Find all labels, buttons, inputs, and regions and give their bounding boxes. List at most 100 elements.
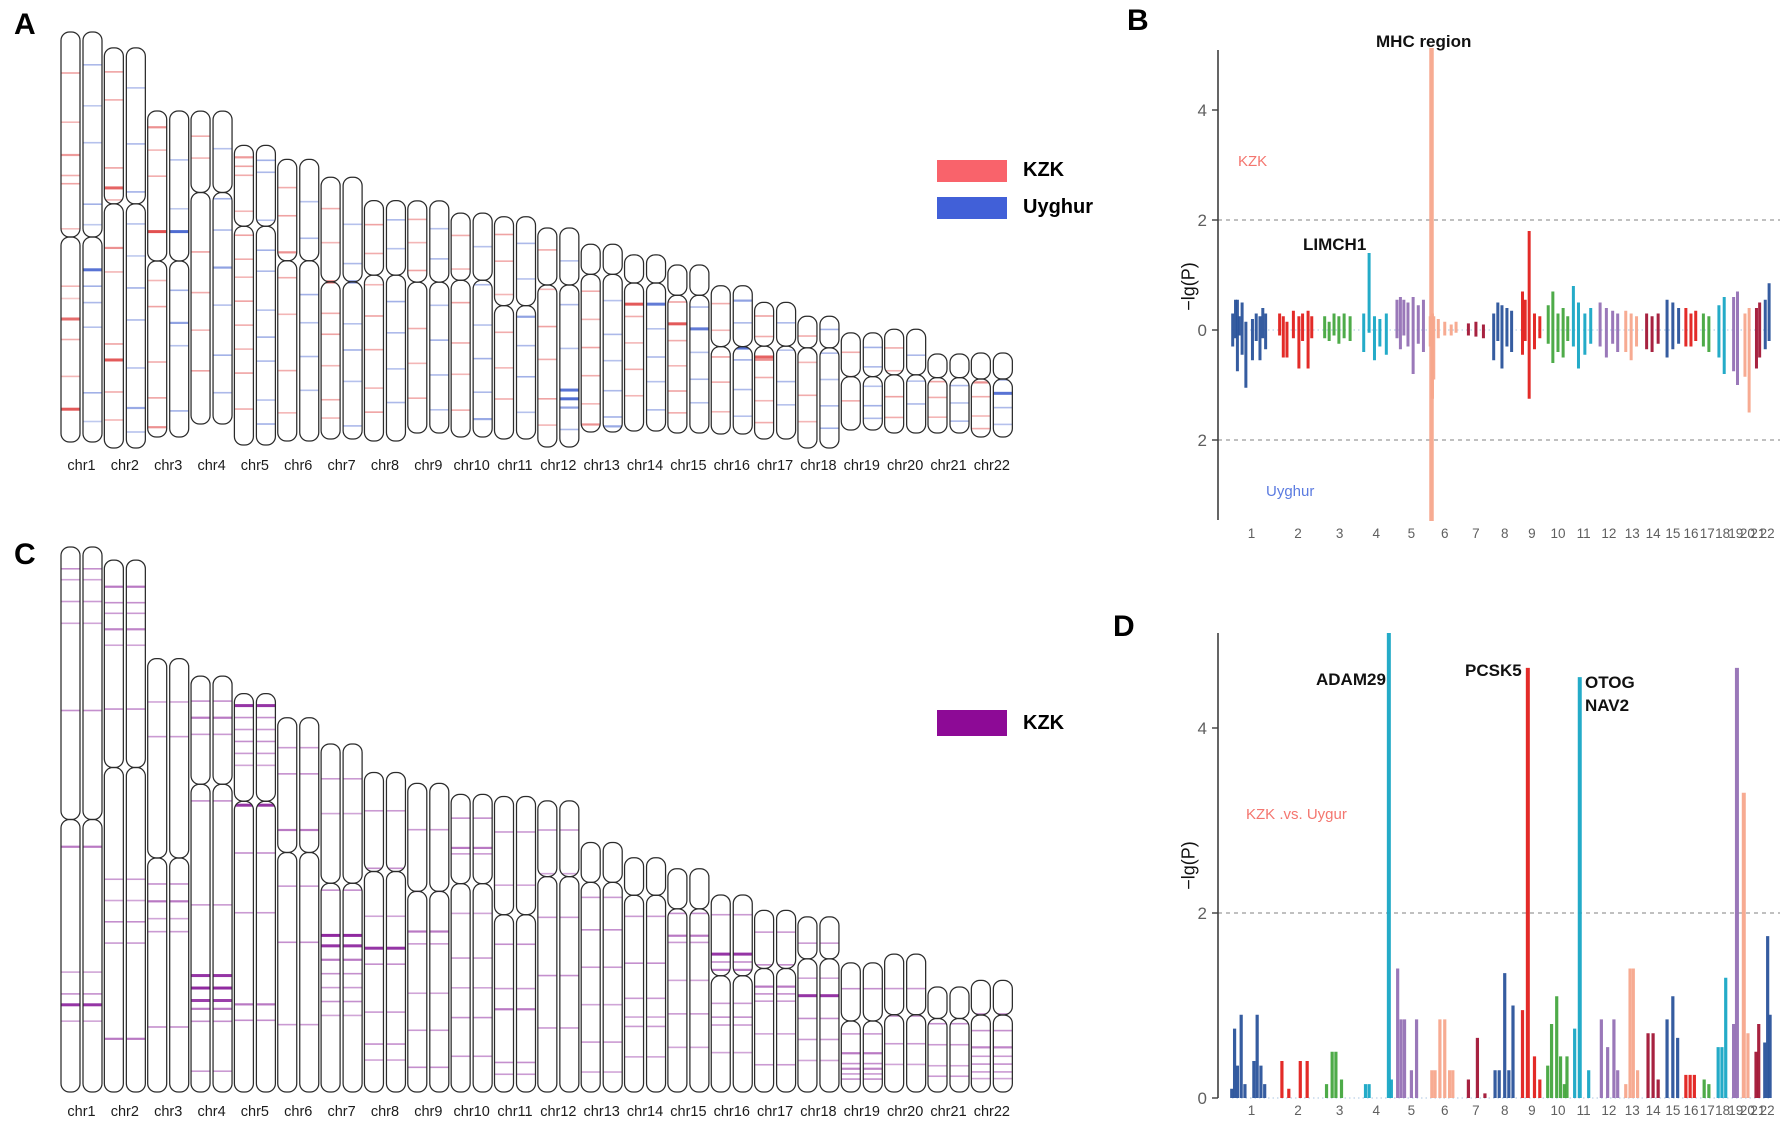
kzk-band	[863, 1062, 883, 1065]
kzk-band	[950, 1075, 969, 1078]
kzk-band	[147, 735, 167, 738]
kzk-band	[451, 373, 471, 376]
uyghur-band	[169, 230, 189, 234]
manhattan-bar	[1598, 302, 1602, 347]
kzk-band	[451, 987, 471, 989]
kzk-band	[299, 941, 319, 944]
p-arm-outline	[407, 782, 428, 893]
manhattan-bar	[1747, 308, 1751, 413]
kzk-band	[61, 622, 80, 625]
q-arm-outline	[906, 1014, 927, 1093]
manhattan-bar	[1589, 308, 1593, 344]
manhattan-bar	[1278, 313, 1282, 336]
kzk-band	[61, 375, 80, 378]
kzk-band	[429, 992, 449, 995]
chromosome-chr21	[927, 353, 970, 434]
kzk-band	[234, 728, 254, 731]
manhattan-bar	[1722, 297, 1726, 374]
uyghur-band	[213, 391, 233, 394]
p-arm-outline	[710, 285, 731, 348]
kzk-band	[343, 958, 363, 961]
q-arm-outline	[537, 284, 558, 448]
manhattan-bar	[1724, 977, 1728, 1098]
manhattan-bar	[1497, 1070, 1501, 1098]
kzk-band	[863, 1073, 883, 1075]
d-x-tick-label: 6	[1441, 1103, 1449, 1118]
kzk-band	[559, 1027, 579, 1029]
chromosome-chr3	[147, 110, 190, 438]
kzk-band	[754, 1033, 774, 1035]
p-arm-outline	[753, 301, 775, 347]
q-arm-outline	[169, 260, 190, 438]
uyghur-band	[386, 332, 406, 334]
manhattan-bar	[1702, 1079, 1706, 1098]
manhattan-bar	[1232, 1028, 1237, 1098]
p-arm-outline	[429, 782, 450, 893]
b-bars-chr18	[1717, 297, 1726, 374]
kzk-band	[776, 1033, 796, 1035]
band-group	[537, 829, 557, 1029]
kzk-band	[429, 943, 449, 945]
manhattan-bar	[1611, 310, 1615, 344]
uyghur-band	[213, 304, 233, 306]
uyghur-band	[83, 223, 102, 226]
kzk-band	[321, 972, 341, 975]
kzk-band	[321, 241, 341, 244]
kzk-band	[234, 174, 254, 177]
band-group	[126, 585, 146, 1040]
kzk-band	[624, 342, 644, 344]
uyghur-band	[256, 159, 276, 162]
q-arm-outline	[190, 783, 211, 1093]
band-group	[429, 227, 449, 411]
manhattan-bar	[1310, 316, 1314, 339]
kzk-band	[819, 1017, 839, 1020]
chromosome-chr13	[580, 841, 623, 1093]
manhattan-bar	[1701, 313, 1705, 347]
uyghur-band	[256, 249, 276, 252]
d-bars-chr2	[1280, 1061, 1309, 1098]
q-arm-outline	[407, 281, 428, 434]
kzk-band	[451, 268, 471, 270]
kzk-band	[841, 351, 861, 354]
manhattan-bar	[1562, 1084, 1567, 1098]
kzk-band	[386, 1043, 406, 1045]
manhattan-bar	[1538, 316, 1542, 339]
uyghur-band	[689, 327, 709, 331]
kzk-band	[581, 318, 601, 321]
p-arm-outline	[970, 352, 991, 380]
b-bars-chr8	[1492, 302, 1514, 369]
kzk-band	[971, 427, 991, 430]
band-group	[603, 896, 623, 1073]
kzk-band	[126, 585, 146, 588]
manhattan-bar	[1396, 968, 1400, 1098]
manhattan-bar	[1298, 1061, 1302, 1098]
d-x-tick-label: 13	[1625, 1103, 1640, 1118]
kzk-band	[494, 398, 514, 400]
kzk-band	[754, 985, 774, 988]
kzk-band	[537, 974, 557, 977]
band-group	[126, 87, 146, 433]
kzk-band	[689, 941, 709, 944]
p-arm-outline	[862, 332, 883, 378]
kzk-band	[126, 899, 146, 902]
kzk-band	[776, 964, 796, 966]
kzk-band	[624, 915, 644, 918]
kzk-band	[841, 1078, 861, 1080]
manhattan-bar	[1587, 1070, 1591, 1098]
manhattan-bar	[1481, 324, 1485, 339]
q-arm-outline	[580, 881, 601, 1093]
p-arm-outline	[623, 254, 645, 284]
manhattan-bar	[1676, 1037, 1680, 1098]
kzk-band	[104, 391, 124, 393]
kzk-band	[971, 1055, 991, 1058]
band-group	[343, 777, 363, 1017]
manhattan-bar	[1768, 1014, 1772, 1098]
kzk-band	[147, 917, 167, 920]
kzk-band	[61, 971, 80, 973]
uyghur-band	[473, 324, 493, 326]
q-arm-outline	[623, 894, 645, 1093]
manhattan-bar	[1754, 1051, 1758, 1098]
q-arm-outline	[906, 374, 927, 434]
kzk-band	[147, 701, 167, 703]
